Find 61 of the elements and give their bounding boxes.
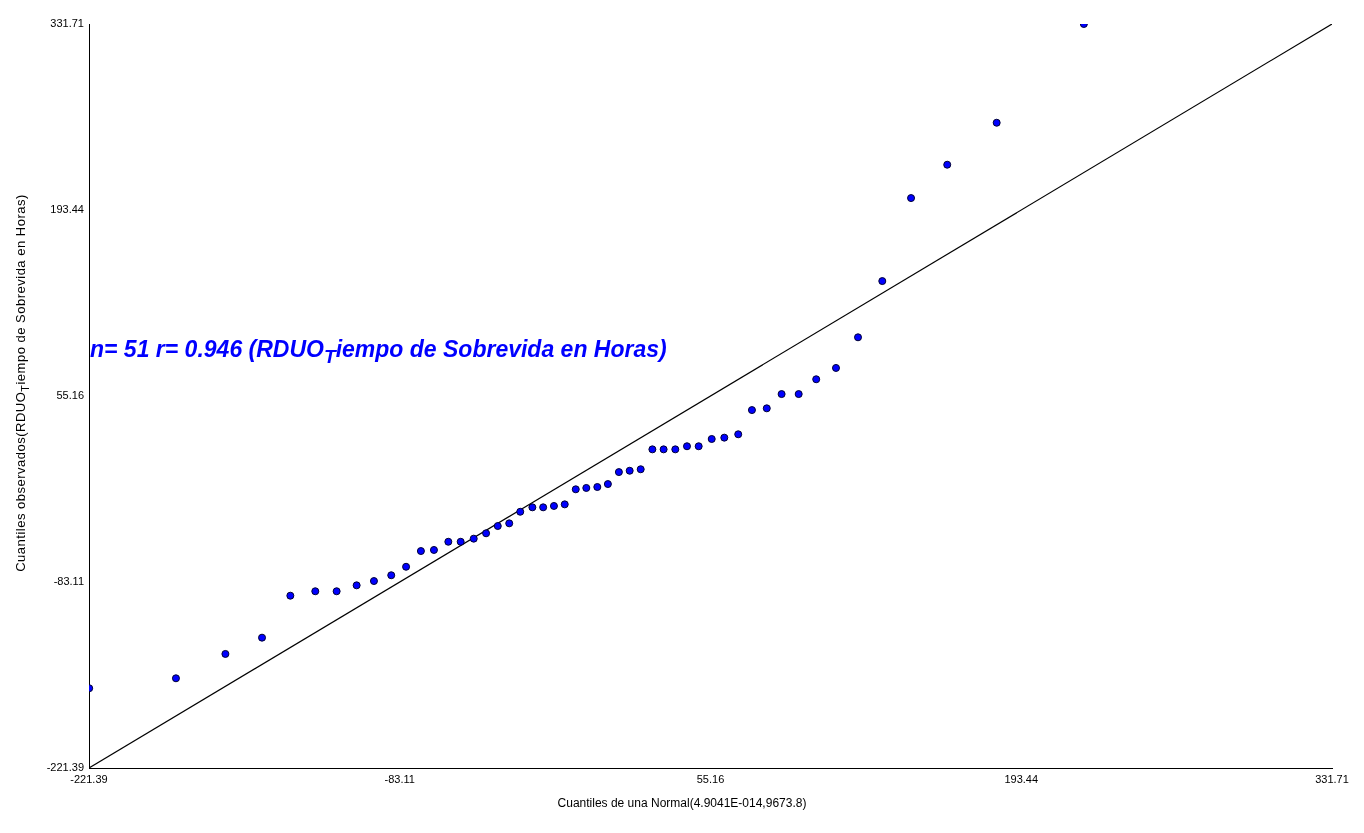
- point: [171, 674, 180, 683]
- y-tick-label: 193.44: [50, 203, 84, 216]
- x-tick-label: -83.11: [384, 772, 415, 785]
- point: [539, 503, 548, 512]
- point: [593, 483, 602, 492]
- point: [992, 118, 1001, 127]
- point: [943, 160, 952, 169]
- point: [812, 375, 821, 384]
- point: [332, 587, 341, 596]
- point: [221, 649, 230, 658]
- point: [456, 537, 465, 546]
- point: [720, 433, 729, 442]
- point: [794, 390, 803, 399]
- point: [352, 581, 361, 590]
- point: [369, 577, 378, 586]
- point: [516, 507, 525, 516]
- annotation: n= 51 r= 0.946 (RDUO$_{T}$iempo de Sobrevida en Horas): [90, 336, 667, 368]
- point: [659, 445, 668, 454]
- point: [560, 500, 569, 509]
- point: [549, 501, 558, 510]
- x-tick-label: 55.16: [696, 772, 725, 785]
- point: [387, 571, 396, 580]
- point: [444, 537, 453, 546]
- point: [636, 465, 645, 474]
- x-axis-title: Cuantiles de una Normal(4.9041E-014,9673.8): [556, 796, 808, 810]
- x-tick-label: 331.71: [1315, 772, 1349, 785]
- point: [482, 529, 491, 538]
- point: [402, 562, 411, 571]
- y-tick-label: -83.11: [53, 575, 84, 588]
- point: [571, 485, 580, 494]
- point: [707, 434, 716, 443]
- point: [582, 483, 591, 492]
- point: [878, 277, 887, 286]
- point: [648, 445, 657, 454]
- point: [682, 442, 691, 451]
- point: [907, 194, 916, 203]
- y-tick-label: 331.71: [50, 17, 84, 30]
- point: [416, 547, 425, 556]
- point: [762, 404, 771, 413]
- point: [493, 522, 502, 531]
- point: [429, 545, 438, 554]
- point: [777, 390, 786, 399]
- point: [258, 633, 267, 642]
- x-tick-label: 193.44: [1004, 772, 1039, 785]
- x-tick-label: -221.39: [70, 772, 108, 785]
- point: [694, 442, 703, 451]
- y-tick-label: 55.16: [56, 389, 84, 402]
- point: [747, 406, 756, 415]
- point: [505, 519, 514, 528]
- point: [469, 534, 478, 543]
- point: [831, 363, 840, 372]
- point: [311, 587, 320, 596]
- point: [734, 430, 743, 439]
- point: [614, 468, 623, 477]
- point: [286, 591, 295, 600]
- point: [854, 333, 863, 342]
- point: [625, 466, 634, 475]
- point: [528, 503, 537, 512]
- y-tick-label: -221.39: [46, 761, 84, 774]
- point: [603, 480, 612, 489]
- point: [671, 445, 680, 454]
